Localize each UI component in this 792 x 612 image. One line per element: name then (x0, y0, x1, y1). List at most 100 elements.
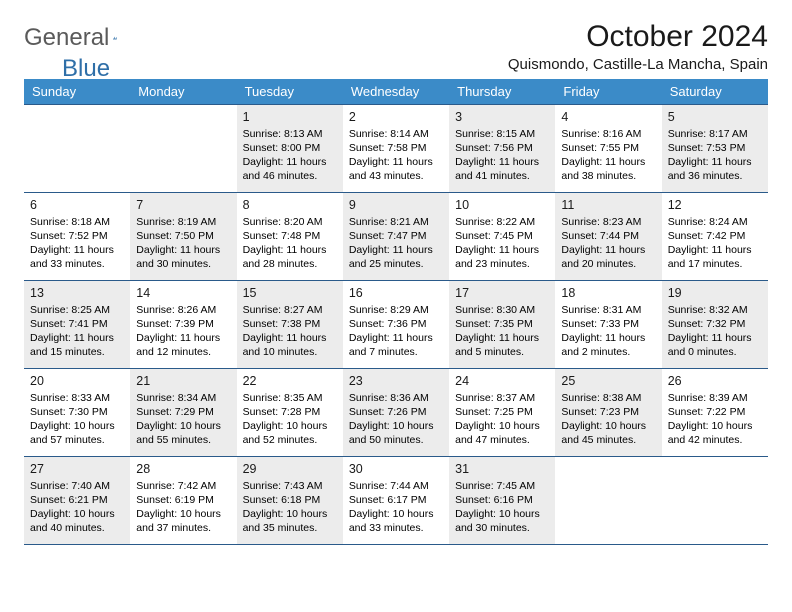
day-number: 21 (136, 373, 230, 390)
daylight-text: Daylight: 10 hours and 45 minutes. (561, 419, 655, 447)
daylight-text: Daylight: 10 hours and 35 minutes. (243, 507, 337, 535)
sunset-text: Sunset: 7:35 PM (455, 317, 549, 331)
sunrise-text: Sunrise: 8:27 AM (243, 303, 337, 317)
daylight-text: Daylight: 10 hours and 30 minutes. (455, 507, 549, 535)
sunrise-text: Sunrise: 8:35 AM (243, 391, 337, 405)
daylight-text: Daylight: 11 hours and 5 minutes. (455, 331, 549, 359)
daylight-text: Daylight: 11 hours and 7 minutes. (349, 331, 443, 359)
sunset-text: Sunset: 8:00 PM (243, 141, 337, 155)
day-cell: 24Sunrise: 8:37 AMSunset: 7:25 PMDayligh… (449, 369, 555, 457)
sunset-text: Sunset: 7:38 PM (243, 317, 337, 331)
daylight-text: Daylight: 11 hours and 12 minutes. (136, 331, 230, 359)
sunset-text: Sunset: 6:19 PM (136, 493, 230, 507)
day-cell: 31Sunrise: 7:45 AMSunset: 6:16 PMDayligh… (449, 457, 555, 545)
daylight-text: Daylight: 10 hours and 42 minutes. (668, 419, 762, 447)
day-info: Sunrise: 8:26 AMSunset: 7:39 PMDaylight:… (136, 303, 230, 360)
day-number: 8 (243, 197, 337, 214)
day-number: 27 (30, 461, 124, 478)
sunrise-text: Sunrise: 7:40 AM (30, 479, 124, 493)
day-cell: 28Sunrise: 7:42 AMSunset: 6:19 PMDayligh… (130, 457, 236, 545)
sunrise-text: Sunrise: 8:25 AM (30, 303, 124, 317)
week-row: 13Sunrise: 8:25 AMSunset: 7:41 PMDayligh… (24, 281, 768, 369)
day-info: Sunrise: 8:16 AMSunset: 7:55 PMDaylight:… (561, 127, 655, 184)
sunset-text: Sunset: 6:16 PM (455, 493, 549, 507)
sunrise-text: Sunrise: 8:19 AM (136, 215, 230, 229)
sunset-text: Sunset: 7:44 PM (561, 229, 655, 243)
sunset-text: Sunset: 6:18 PM (243, 493, 337, 507)
daylight-text: Daylight: 10 hours and 55 minutes. (136, 419, 230, 447)
sunrise-text: Sunrise: 8:38 AM (561, 391, 655, 405)
sunset-text: Sunset: 7:36 PM (349, 317, 443, 331)
day-info: Sunrise: 7:45 AMSunset: 6:16 PMDaylight:… (455, 479, 549, 536)
sunrise-text: Sunrise: 8:32 AM (668, 303, 762, 317)
sunset-text: Sunset: 7:52 PM (30, 229, 124, 243)
day-cell: 4Sunrise: 8:16 AMSunset: 7:55 PMDaylight… (555, 105, 661, 193)
day-info: Sunrise: 8:37 AMSunset: 7:25 PMDaylight:… (455, 391, 549, 448)
sunrise-text: Sunrise: 8:30 AM (455, 303, 549, 317)
logo-text-2: Blue (62, 55, 110, 83)
day-number: 28 (136, 461, 230, 478)
day-info: Sunrise: 8:19 AMSunset: 7:50 PMDaylight:… (136, 215, 230, 272)
week-row: 27Sunrise: 7:40 AMSunset: 6:21 PMDayligh… (24, 457, 768, 545)
day-cell: 11Sunrise: 8:23 AMSunset: 7:44 PMDayligh… (555, 193, 661, 281)
day-cell: 15Sunrise: 8:27 AMSunset: 7:38 PMDayligh… (237, 281, 343, 369)
sunset-text: Sunset: 7:26 PM (349, 405, 443, 419)
sunrise-text: Sunrise: 7:43 AM (243, 479, 337, 493)
sunrise-text: Sunrise: 8:14 AM (349, 127, 443, 141)
day-number: 24 (455, 373, 549, 390)
day-number: 31 (455, 461, 549, 478)
day-cell: 21Sunrise: 8:34 AMSunset: 7:29 PMDayligh… (130, 369, 236, 457)
sunrise-text: Sunrise: 8:15 AM (455, 127, 549, 141)
day-number: 20 (30, 373, 124, 390)
day-number: 23 (349, 373, 443, 390)
day-number: 3 (455, 109, 549, 126)
day-number: 6 (30, 197, 124, 214)
day-cell: 17Sunrise: 8:30 AMSunset: 7:35 PMDayligh… (449, 281, 555, 369)
sunrise-text: Sunrise: 8:31 AM (561, 303, 655, 317)
day-info: Sunrise: 7:42 AMSunset: 6:19 PMDaylight:… (136, 479, 230, 536)
sunset-text: Sunset: 7:33 PM (561, 317, 655, 331)
daylight-text: Daylight: 10 hours and 47 minutes. (455, 419, 549, 447)
week-row: 1Sunrise: 8:13 AMSunset: 8:00 PMDaylight… (24, 105, 768, 193)
day-number: 13 (30, 285, 124, 302)
day-info: Sunrise: 8:14 AMSunset: 7:58 PMDaylight:… (349, 127, 443, 184)
sunrise-text: Sunrise: 8:23 AM (561, 215, 655, 229)
day-header-tuesday: Tuesday (237, 79, 343, 105)
day-number: 18 (561, 285, 655, 302)
day-cell: 1Sunrise: 8:13 AMSunset: 8:00 PMDaylight… (237, 105, 343, 193)
day-info: Sunrise: 8:29 AMSunset: 7:36 PMDaylight:… (349, 303, 443, 360)
sunrise-text: Sunrise: 8:33 AM (30, 391, 124, 405)
day-info: Sunrise: 7:43 AMSunset: 6:18 PMDaylight:… (243, 479, 337, 536)
day-cell: 2Sunrise: 8:14 AMSunset: 7:58 PMDaylight… (343, 105, 449, 193)
day-number: 2 (349, 109, 443, 126)
day-info: Sunrise: 7:40 AMSunset: 6:21 PMDaylight:… (30, 479, 124, 536)
sunrise-text: Sunrise: 8:21 AM (349, 215, 443, 229)
day-info: Sunrise: 7:44 AMSunset: 6:17 PMDaylight:… (349, 479, 443, 536)
daylight-text: Daylight: 11 hours and 17 minutes. (668, 243, 762, 271)
day-cell: 30Sunrise: 7:44 AMSunset: 6:17 PMDayligh… (343, 457, 449, 545)
sunset-text: Sunset: 7:55 PM (561, 141, 655, 155)
day-cell: 27Sunrise: 7:40 AMSunset: 6:21 PMDayligh… (24, 457, 130, 545)
day-cell: 3Sunrise: 8:15 AMSunset: 7:56 PMDaylight… (449, 105, 555, 193)
sunrise-text: Sunrise: 8:26 AM (136, 303, 230, 317)
day-cell: 18Sunrise: 8:31 AMSunset: 7:33 PMDayligh… (555, 281, 661, 369)
sunset-text: Sunset: 6:21 PM (30, 493, 124, 507)
sunset-text: Sunset: 7:47 PM (349, 229, 443, 243)
title-block: October 2024 Quismondo, Castille-La Manc… (508, 20, 768, 73)
day-number: 26 (668, 373, 762, 390)
day-info: Sunrise: 8:17 AMSunset: 7:53 PMDaylight:… (668, 127, 762, 184)
location-text: Quismondo, Castille-La Mancha, Spain (508, 56, 768, 73)
day-number: 4 (561, 109, 655, 126)
sunrise-text: Sunrise: 8:36 AM (349, 391, 443, 405)
sunrise-text: Sunrise: 8:17 AM (668, 127, 762, 141)
day-number: 25 (561, 373, 655, 390)
day-cell: 6Sunrise: 8:18 AMSunset: 7:52 PMDaylight… (24, 193, 130, 281)
day-cell: 7Sunrise: 8:19 AMSunset: 7:50 PMDaylight… (130, 193, 236, 281)
day-info: Sunrise: 8:27 AMSunset: 7:38 PMDaylight:… (243, 303, 337, 360)
sunrise-text: Sunrise: 8:34 AM (136, 391, 230, 405)
day-cell: 10Sunrise: 8:22 AMSunset: 7:45 PMDayligh… (449, 193, 555, 281)
sunset-text: Sunset: 7:32 PM (668, 317, 762, 331)
day-info: Sunrise: 8:35 AMSunset: 7:28 PMDaylight:… (243, 391, 337, 448)
logo-text-1: General (24, 24, 109, 52)
empty-cell (24, 105, 130, 193)
